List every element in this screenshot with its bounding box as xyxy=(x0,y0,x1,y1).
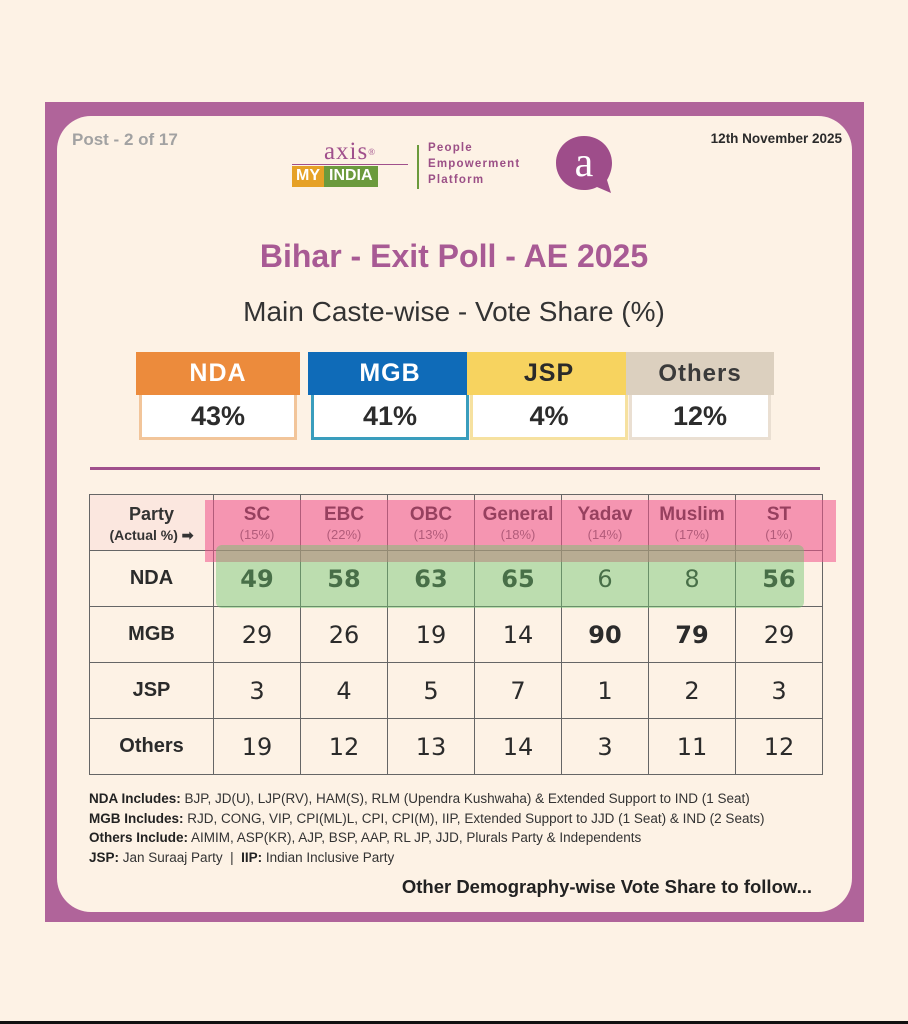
nda-tile-label: NDA xyxy=(136,352,300,395)
nda-tile-value: 43% xyxy=(139,395,297,440)
vote-share-cell: 2 xyxy=(648,662,736,719)
logo-my: MY xyxy=(292,166,324,187)
vote-share-cell: 3 xyxy=(213,662,301,719)
vote-share-cell: 14 xyxy=(474,718,562,775)
post-counter: Post - 2 of 17 xyxy=(72,130,178,149)
row-party-label: JSP xyxy=(89,662,214,719)
table-row-mgb: MGB 29 26 19 14 90 79 29 xyxy=(89,606,823,663)
note-mgb: MGB Includes: RJD, CONG, VIP, CPI(ML)L, … xyxy=(89,809,764,829)
chart-title: Bihar - Exit Poll - AE 2025 xyxy=(259,238,649,274)
chart-subtitle: Main Caste-wise - Vote Share (%) xyxy=(243,296,665,327)
post-date: 12th November 2025 xyxy=(710,131,842,146)
vote-share-cell: 7 xyxy=(474,662,562,719)
a-speech-bubble-icon: a xyxy=(556,136,612,193)
note-nda-label: NDA Includes: xyxy=(89,791,181,806)
row-party-label: MGB xyxy=(89,606,214,663)
vote-share-cell: 5 xyxy=(387,662,475,719)
mgb-tile: MGB 41% xyxy=(308,352,472,443)
note-mgb-label: MGB Includes: xyxy=(89,810,184,826)
note-jsp-iip: JSP: Jan Suraaj Party | IIP: Indian Incl… xyxy=(89,848,764,868)
jsp-tile-label: JSP xyxy=(467,352,631,395)
vote-share-cell: 29 xyxy=(213,606,301,663)
vote-share-cell: 3 xyxy=(561,718,649,775)
bottom-edge-bar xyxy=(0,1021,908,1024)
mgb-tile-value: 41% xyxy=(311,395,469,440)
vote-share-cell: 11 xyxy=(648,718,736,775)
platform-line-3: Platform xyxy=(428,174,485,186)
row-party-label: NDA xyxy=(89,550,214,607)
axis-logo-word: axis xyxy=(323,138,369,165)
note-jsp-label: JSP: xyxy=(89,849,120,865)
divider-line xyxy=(90,467,820,470)
axis-logo-text: axis® xyxy=(292,138,408,165)
note-others-label: Others Include: xyxy=(89,830,189,845)
follow-up-text: Other Demography-wise Vote Share to foll… xyxy=(401,876,812,897)
table-row-others: Others 19 12 13 14 3 11 12 xyxy=(89,718,823,775)
logo-underline xyxy=(292,164,408,165)
platform-text: People Empowerment Platform xyxy=(428,140,520,188)
table-row-jsp: JSP 3 4 5 7 1 2 3 xyxy=(89,662,823,719)
arrow-right-icon: ➡ xyxy=(181,526,194,543)
others-tile: Others 12% xyxy=(626,352,774,443)
mgb-tile-label: MGB xyxy=(308,352,472,395)
note-others-text: AIMIM, ASP(KR), AJP, BSP, AAP, RL JP, JJ… xyxy=(188,830,642,845)
svg-text:a: a xyxy=(575,140,594,186)
vote-share-cell: 14 xyxy=(474,606,562,663)
caste-header-highlight xyxy=(205,500,836,562)
vote-share-cell: 13 xyxy=(387,718,475,775)
party-header-cell: Party (Actual %) ➡ xyxy=(89,494,214,551)
nda-row-highlight xyxy=(216,545,804,608)
vote-share-cell: 12 xyxy=(735,718,823,775)
note-nda: NDA Includes: BJP, JD(U), LJP(RV), HAM(S… xyxy=(89,789,764,809)
nda-tile: NDA 43% xyxy=(136,352,300,443)
note-nda-text: BJP, JD(U), LJP(RV), HAM(S), RLM (Upendr… xyxy=(180,791,750,806)
platform-line-2: Empowerment xyxy=(428,158,521,170)
registered-mark: ® xyxy=(368,147,377,157)
jsp-tile-value: 4% xyxy=(470,395,628,440)
vote-share-cell: 26 xyxy=(300,606,388,663)
vote-share-cell: 4 xyxy=(300,662,388,719)
vote-share-cell: 19 xyxy=(213,718,301,775)
platform-line-1: People xyxy=(428,142,473,154)
others-tile-value: 12% xyxy=(629,395,771,440)
note-mgb-text: RJD, CONG, VIP, CPI(ML)L, CPI, CPI(M), I… xyxy=(183,810,765,826)
logo-separator xyxy=(417,145,419,189)
actual-header-text: (Actual %) xyxy=(109,526,178,543)
note-iip-text: Indian Inclusive Party xyxy=(262,849,395,865)
vote-share-cell: 29 xyxy=(735,606,823,663)
logo-india: INDIA xyxy=(324,166,378,187)
footnotes: NDA Includes: BJP, JD(U), LJP(RV), HAM(S… xyxy=(89,789,764,867)
vote-share-cell: 79 xyxy=(648,606,736,663)
jsp-tile: JSP 4% xyxy=(467,352,631,443)
row-party-label: Others xyxy=(89,718,214,775)
note-iip-label: IIP: xyxy=(241,849,263,865)
party-header-label: Party xyxy=(128,503,175,524)
others-tile-label: Others xyxy=(626,352,774,395)
vote-share-cell: 3 xyxy=(735,662,823,719)
vote-share-cell: 90 xyxy=(561,606,649,663)
note-jsp-text: Jan Suraaj Party xyxy=(119,849,223,865)
note-others: Others Include: AIMIM, ASP(KR), AJP, BSP… xyxy=(89,828,764,848)
vote-share-cell: 1 xyxy=(561,662,649,719)
vote-share-cell: 19 xyxy=(387,606,475,663)
vote-share-cell: 12 xyxy=(300,718,388,775)
myindia-logo: MY INDIA xyxy=(292,166,378,187)
actual-header-label: (Actual %) ➡ xyxy=(90,525,213,545)
note-separator: | xyxy=(230,849,234,865)
